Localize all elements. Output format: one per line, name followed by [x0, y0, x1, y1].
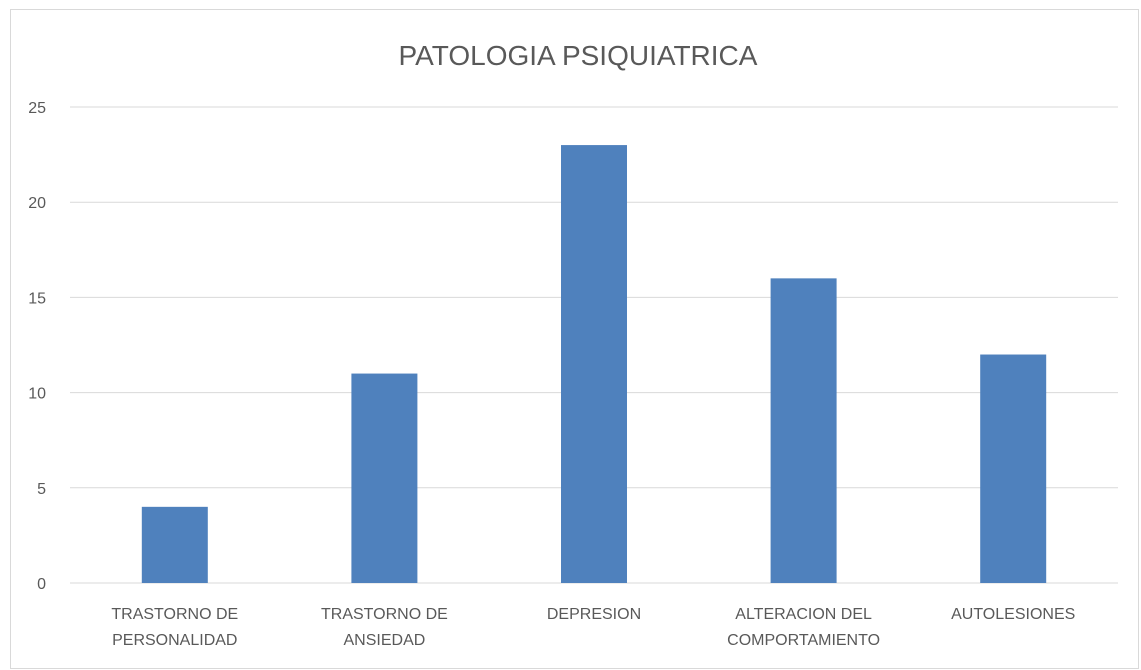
x-tick-label: ALTERACION DEL COMPORTAMIENTO [727, 606, 880, 649]
bar [770, 278, 837, 583]
y-tick-label: 15 [28, 290, 46, 307]
x-tick-label: TRASTORNO DE PERSONALIDAD [111, 606, 238, 649]
y-tick-label: 0 [37, 576, 46, 593]
chart-title: PATOLOGIA PSIQUIATRICA [399, 40, 758, 71]
x-tick-label: DEPRESION [547, 606, 641, 623]
y-tick-label: 10 [28, 386, 46, 403]
y-tick-label: 20 [28, 195, 46, 212]
bar [351, 373, 418, 583]
y-tick-label: 5 [37, 481, 46, 498]
x-tick-label: TRASTORNO DE ANSIEDAD [321, 606, 448, 649]
bar [141, 506, 208, 583]
bar [980, 354, 1047, 583]
bar [561, 145, 627, 583]
x-tick-label: AUTOLESIONES [951, 606, 1075, 623]
y-tick-label: 25 [28, 100, 46, 117]
